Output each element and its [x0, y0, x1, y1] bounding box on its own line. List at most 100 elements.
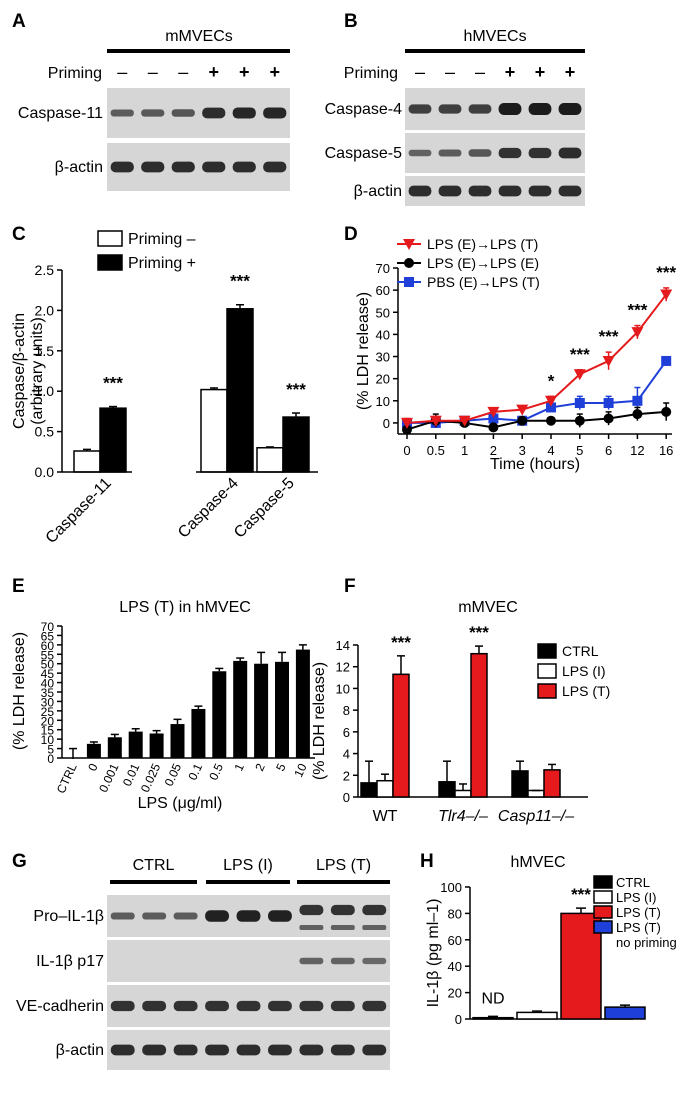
blot-band: [232, 161, 256, 173]
data-point: [574, 415, 585, 426]
panel-letter-b: B: [344, 11, 358, 32]
priming-sign: –: [415, 62, 425, 82]
legend-swatch-lps-t-3: [593, 920, 613, 934]
blot-band: [362, 925, 387, 930]
bar-0-1: [191, 708, 206, 758]
legend-label-pbs-e-lps-t: PBS (E)→LPS (T): [427, 274, 540, 290]
data-point: [429, 415, 442, 427]
priming-sign: +: [565, 62, 576, 82]
blot-band: [299, 1044, 324, 1056]
x-tick-label: 5: [576, 443, 583, 458]
blot-band: [438, 104, 462, 114]
blot-group-ctrl: CTRL: [133, 857, 175, 874]
priming-sign: +: [239, 62, 250, 82]
y-tick-label: 60: [448, 933, 462, 948]
x-tick-label-caspase-11: Caspase-11: [43, 475, 115, 547]
blot-band: [202, 161, 226, 173]
significance-marker: ***: [103, 374, 123, 393]
y-tick-label: 5: [47, 743, 54, 757]
blot-group-lps-i: LPS (I): [223, 857, 273, 874]
x-tick-label: 2: [490, 443, 497, 458]
priming-sign: +: [208, 62, 219, 82]
significance-marker: ***: [656, 263, 676, 282]
blot-band: [171, 161, 195, 173]
blot-band: [362, 1044, 387, 1056]
blot-band: [173, 1044, 198, 1056]
panel-letter-e: E: [12, 576, 25, 597]
x-tick-label: 0.1: [185, 761, 205, 782]
priming-label: Priming: [344, 65, 398, 82]
legend-swatch-priming: [97, 230, 123, 247]
y-tick-label: 2.5: [35, 262, 55, 278]
y-tick-label: 12: [336, 660, 350, 675]
blot-band: [267, 1044, 292, 1056]
blot-band: [236, 1000, 261, 1012]
x-tick-label: 12: [630, 443, 644, 458]
y-tick-label: 1.5: [35, 343, 55, 359]
y-tick-label: 30: [41, 695, 55, 709]
data-point: [546, 402, 556, 413]
legend-marker-lps-e-lps-t: [403, 239, 415, 250]
x-tick-label: 10: [291, 761, 309, 779]
blot-label-ve-cadherin: VE-cadherin: [16, 998, 104, 1015]
blot-band: [267, 910, 292, 922]
bar-lps-t-casp11: [543, 769, 561, 798]
blot-band: [528, 103, 552, 115]
legend-label-priming: Priming +: [128, 255, 196, 272]
x-tick-label: 1: [231, 761, 247, 773]
bar-2: [254, 663, 269, 758]
priming-sign: –: [117, 62, 127, 82]
bar-lps-t-tlr4: [470, 652, 488, 798]
y-tick-label: 2.0: [35, 302, 55, 318]
bar-annotation: ND: [481, 991, 504, 1008]
data-point: [545, 395, 557, 407]
y-tick-label: 35: [41, 686, 55, 700]
bar-lps-i-tlr4: [454, 789, 472, 798]
x-tick-label-tlr4: Tlr4–/–: [438, 808, 488, 825]
blot-band: [498, 147, 522, 159]
y-tick-label: 70: [41, 620, 55, 634]
bar-lps-i-1: [516, 1011, 558, 1020]
y-tick-label: 6: [343, 725, 350, 740]
y-tick-label: 100: [440, 880, 462, 895]
blot-band: [205, 1000, 230, 1012]
data-point: [487, 406, 500, 418]
blot-band: [236, 1044, 261, 1056]
y-tick-label: 30: [376, 350, 390, 365]
panel-letter-c: C: [12, 224, 26, 245]
bar-ctrl-casp11: [511, 770, 529, 798]
legend-swatch-lps-t-2: [593, 905, 613, 919]
bar-0-5: [212, 671, 227, 758]
bar-priming-caspase-11: [99, 407, 127, 473]
significance-marker: ***: [570, 345, 590, 364]
y-tick-label: 40: [41, 677, 55, 691]
blot-band: [299, 1000, 324, 1012]
blot-strip-caspase-5: [405, 133, 585, 173]
legend-label-lps-t: LPS (T): [562, 683, 610, 699]
blot-band: [110, 1044, 135, 1056]
series-pbs-e-lps-t: [402, 355, 672, 428]
blot-strip-caspase-11: [107, 88, 290, 138]
data-point: [517, 415, 528, 426]
legend-marker-pbs-e-lps-t: [404, 277, 414, 287]
data-point: [661, 355, 672, 366]
data-point: [516, 404, 529, 416]
blot-band: [110, 109, 134, 117]
x-tick-label: 0.5: [206, 761, 226, 782]
y-tick-label: 65: [41, 629, 55, 643]
blot-band: [142, 1000, 167, 1012]
y-tick-label: 0: [47, 752, 54, 766]
blot-band: [110, 161, 134, 173]
y-tick-label: 0: [455, 1012, 462, 1027]
y-tick-label: 4: [343, 747, 350, 762]
data-point: [603, 413, 614, 424]
panel-letter-a: A: [12, 11, 26, 32]
bar-priming-caspase-4: [226, 308, 254, 473]
data-point: [488, 422, 499, 433]
blot-band: [362, 904, 387, 916]
y-tick-label: 0.0: [35, 464, 55, 480]
panel-e-bar-chart: LPS (T) in hMVEC051015202530354045505560…: [11, 599, 315, 812]
x-tick-label: 0.001: [96, 761, 122, 794]
